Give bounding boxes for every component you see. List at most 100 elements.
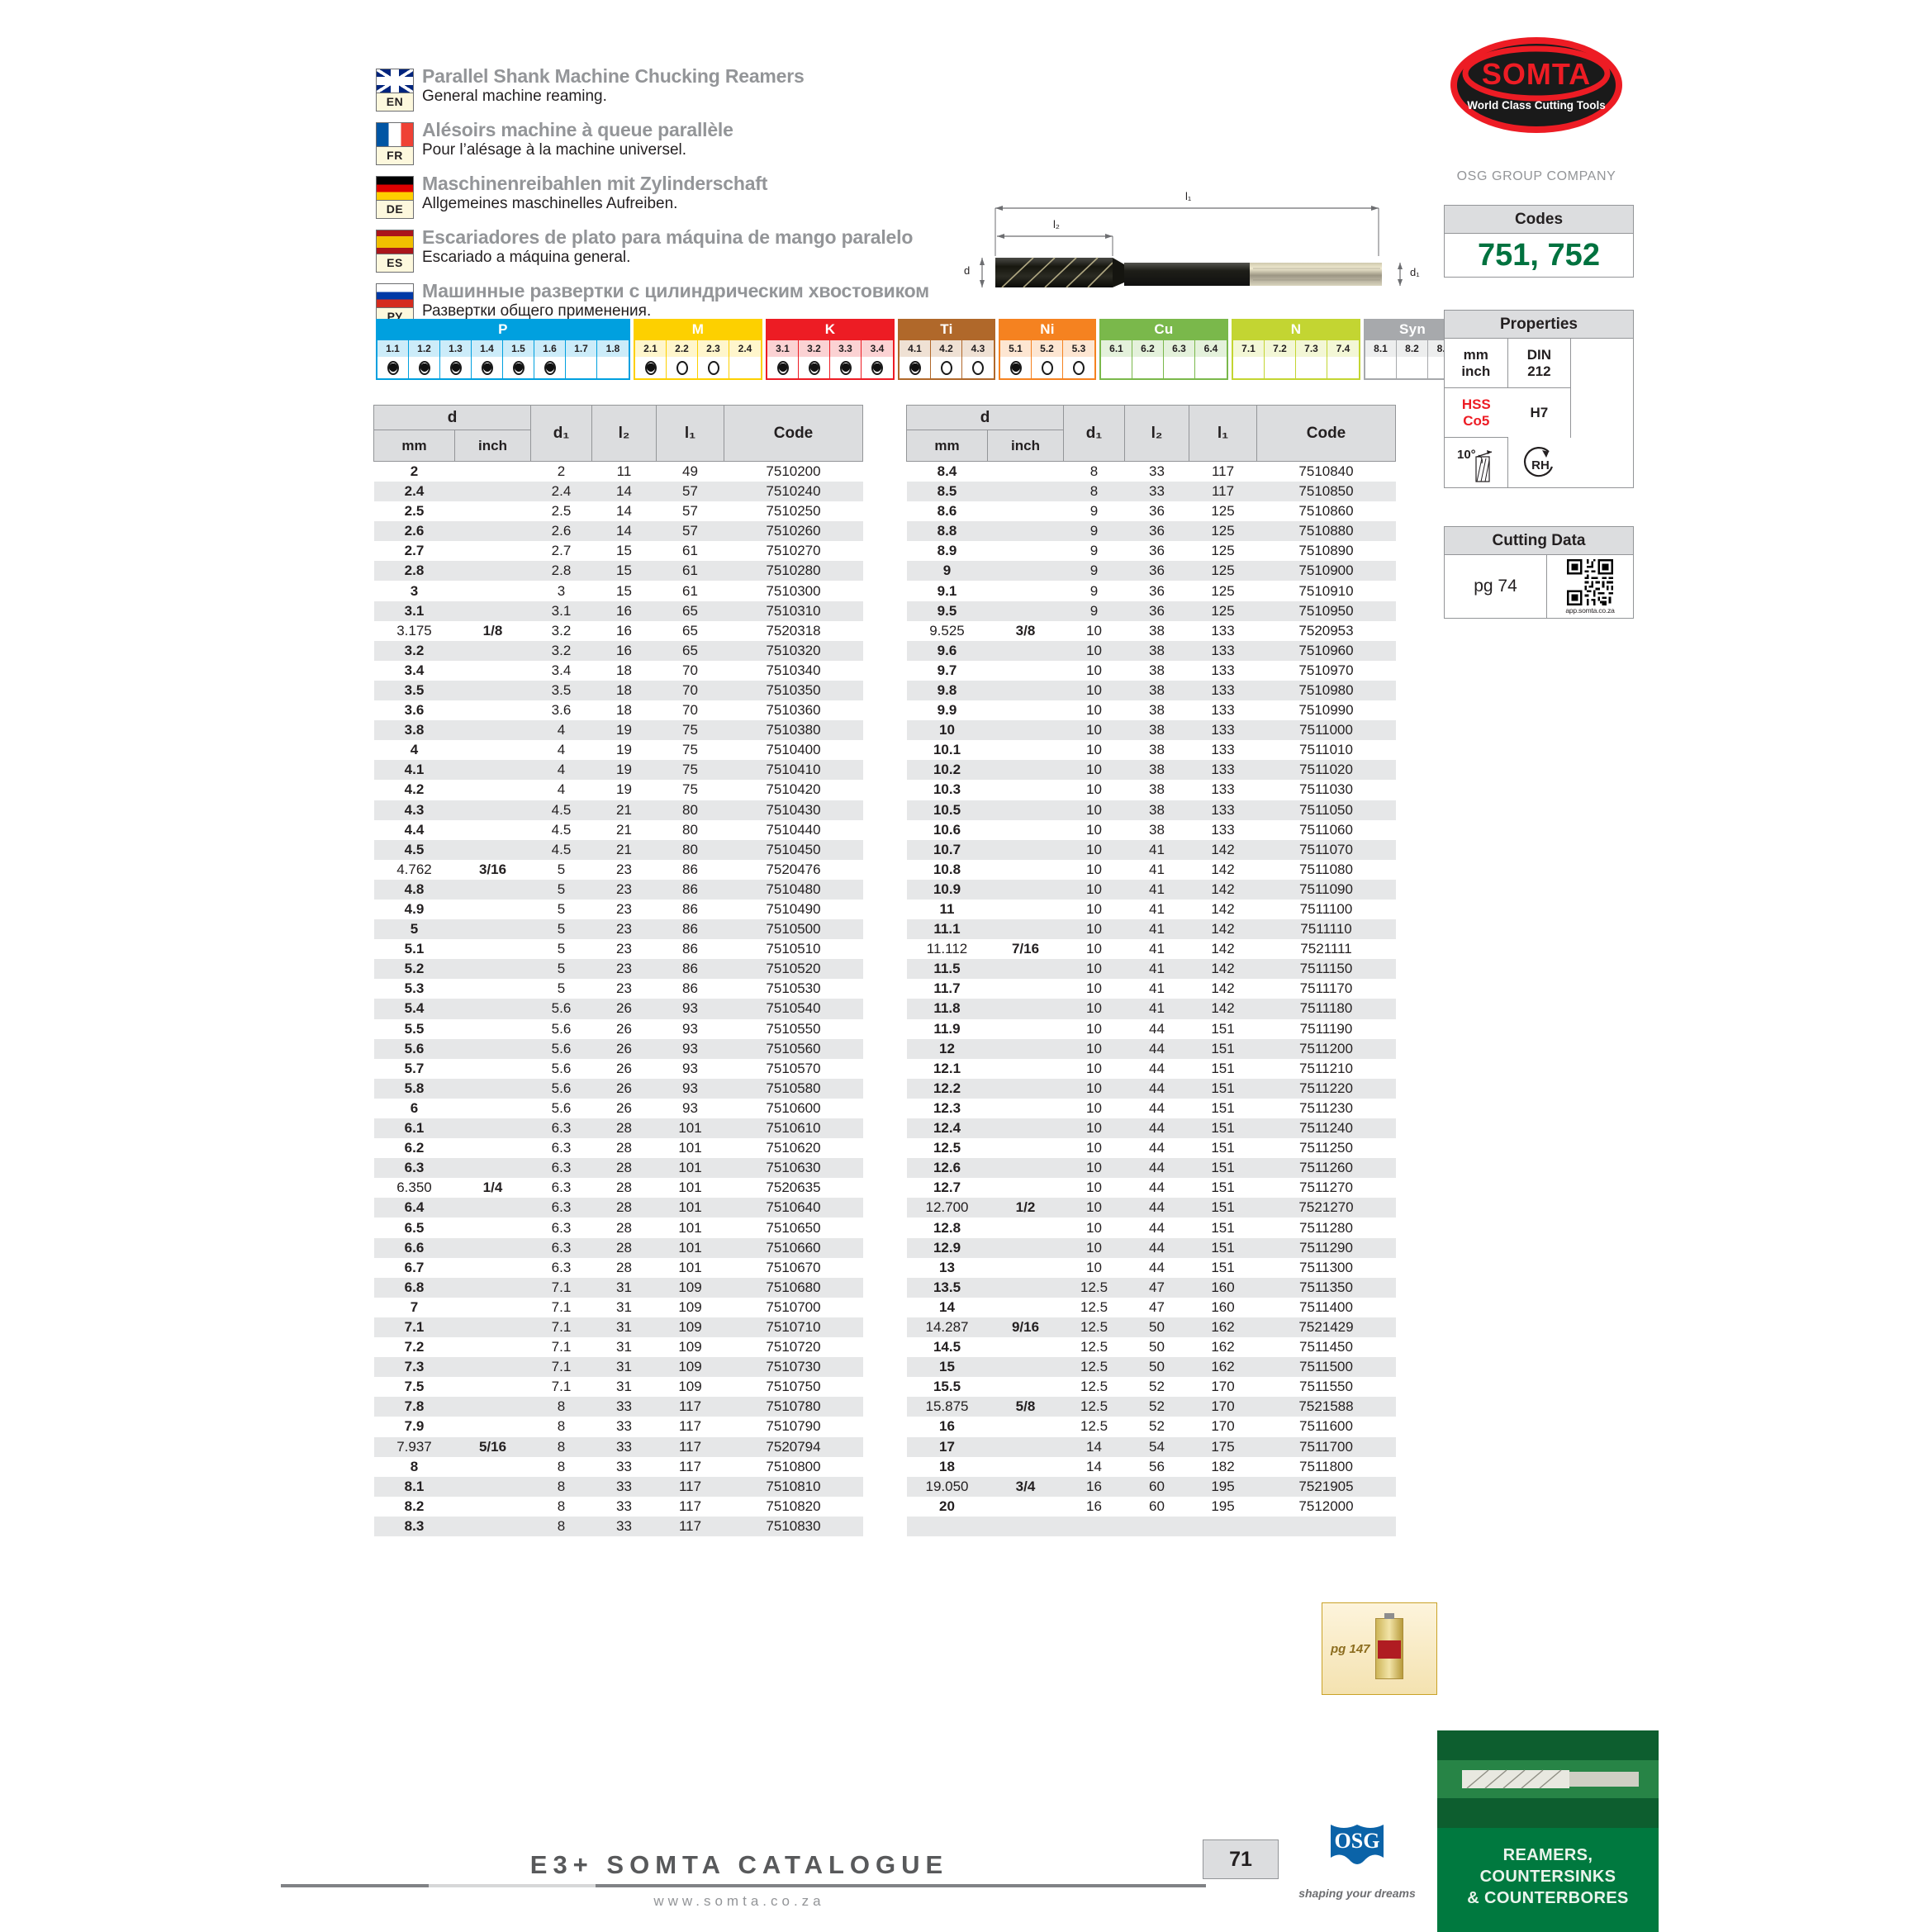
cell-code: 7520476 bbox=[766, 861, 821, 877]
table-row: 5.3 5 23 86 7510530 bbox=[374, 979, 863, 999]
cell-d-inch bbox=[455, 939, 531, 959]
cell-d-inch bbox=[987, 680, 1064, 701]
cell-l1: 101 bbox=[678, 1259, 702, 1275]
category-tab-label: REAMERS, COUNTERSINKS & COUNTERBORES bbox=[1437, 1844, 1659, 1909]
material-cell-3.3: 3.3 bbox=[830, 340, 862, 378]
material-cell-5.3: 5.3 bbox=[1063, 340, 1094, 378]
qr-code-block[interactable]: app.somta.co.za bbox=[1547, 555, 1633, 618]
material-cell-number: 2.4 bbox=[729, 340, 761, 357]
cell-d-mm: 4.3 bbox=[373, 800, 455, 820]
cell-d-mm: 6.3 bbox=[373, 1158, 455, 1179]
property-line1: HSS bbox=[1461, 396, 1491, 413]
cell-d-inch bbox=[454, 1317, 531, 1338]
filled-circle-icon bbox=[512, 360, 525, 375]
cell-l1: 142 bbox=[1189, 959, 1257, 980]
suitability-indicator bbox=[1032, 357, 1062, 378]
table-row: 12.700 1/2 10 44 151 7521270 bbox=[906, 1198, 1396, 1218]
table-row: 9.6 10 38 133 7510960 bbox=[906, 640, 1396, 661]
cell-l2: 38 bbox=[1124, 800, 1189, 820]
cell-d-inch bbox=[987, 1237, 1064, 1258]
cell-code: 7510730 bbox=[724, 1357, 863, 1378]
material-cell-7.1: 7.1 bbox=[1233, 340, 1265, 378]
cell-d-inch bbox=[455, 700, 531, 720]
property-text: H7 bbox=[1531, 405, 1549, 420]
cell-d-mm: 5 bbox=[373, 919, 455, 940]
table-row: 15.875 5/8 12.5 52 170 7521588 bbox=[906, 1397, 1396, 1417]
cell-d-mm: 12.7 bbox=[933, 1180, 961, 1196]
cell-l2: 28 bbox=[616, 1259, 632, 1275]
flag-wrap: EN bbox=[376, 66, 414, 112]
table-row: 4 4 19 75 7510400 bbox=[374, 740, 863, 760]
cell-l2: 28 bbox=[616, 1140, 632, 1156]
cell-d-inch bbox=[987, 482, 1064, 502]
suitability-indicator bbox=[1132, 357, 1163, 378]
cell-l2: 28 bbox=[591, 1237, 657, 1258]
no-rating-icon bbox=[1142, 361, 1154, 375]
properties-panel: Properties mm inch DIN 212 HSS Co5 H7 10° RH bbox=[1444, 310, 1634, 488]
cell-l1: 86 bbox=[656, 919, 724, 940]
cell-l2: 31 bbox=[616, 1339, 632, 1355]
cell-l2: 16 bbox=[591, 600, 657, 621]
cell-l2: 52 bbox=[1124, 1397, 1189, 1417]
cell-code: 7510880 bbox=[1256, 521, 1396, 542]
no-rating-icon bbox=[1174, 361, 1185, 375]
cell-d1: 5 bbox=[530, 879, 592, 900]
cell-d-mm: 6.2 bbox=[404, 1140, 425, 1156]
cell-l1: 160 bbox=[1189, 1277, 1257, 1298]
cell-l2: 36 bbox=[1149, 582, 1165, 599]
cell-l1: 133 bbox=[1211, 742, 1235, 758]
product-subtitle: Pour l’alésage à la machine universel. bbox=[422, 140, 687, 159]
cell-d1: 10 bbox=[1086, 980, 1102, 997]
cell-d-inch bbox=[454, 720, 531, 741]
logo-wordmark: SOMTA bbox=[1482, 57, 1591, 91]
table-row: 12.1 10 44 151 7511210 bbox=[907, 1059, 1396, 1079]
promo-page-ref[interactable]: pg 147 bbox=[1322, 1602, 1437, 1695]
header-l1: l₁ bbox=[1189, 405, 1257, 462]
cell-d1: 2.4 bbox=[530, 482, 592, 502]
cell-code: 7510810 bbox=[724, 1476, 863, 1497]
cell-d-mm: 7.1 bbox=[373, 1317, 455, 1338]
table-row: 7.3 7.1 31 109 7510730 bbox=[373, 1357, 863, 1378]
cell-l1: 142 bbox=[1211, 980, 1235, 997]
filled-circle-icon bbox=[449, 360, 462, 375]
cell-d-inch bbox=[987, 1357, 1064, 1378]
cell-d1: 10 bbox=[1063, 1038, 1125, 1059]
qr-caption: app.somta.co.za bbox=[1565, 605, 1615, 615]
material-cell-number: 3.1 bbox=[767, 340, 798, 357]
product-subtitle: Escariado a máquina general. bbox=[422, 248, 631, 266]
cell-d-inch bbox=[455, 541, 531, 561]
cell-d-inch bbox=[455, 1377, 531, 1397]
cell-d-inch bbox=[454, 1198, 531, 1218]
cell-code: 7510850 bbox=[1256, 482, 1396, 502]
cell-d-inch bbox=[455, 820, 531, 840]
cutting-data-page-ref[interactable]: pg 74 bbox=[1445, 555, 1547, 618]
cell-l2: 11 bbox=[616, 463, 632, 479]
cell-l2: 15 bbox=[616, 582, 632, 599]
cell-l2: 33 bbox=[616, 1498, 632, 1514]
product-title: Maschinenreibahlen mit Zylinderschaft bbox=[422, 173, 768, 194]
cell-d-mm: 11 bbox=[939, 901, 955, 918]
promo-page-label: pg 147 bbox=[1331, 1641, 1370, 1656]
cell-l1: 65 bbox=[656, 600, 724, 621]
table-row: 8.6 9 36 125 7510860 bbox=[907, 501, 1396, 521]
cell-d-inch bbox=[455, 661, 531, 681]
table-row: 12.5 10 44 151 7511250 bbox=[907, 1138, 1396, 1158]
cell-d-mm: 11.112 bbox=[926, 941, 968, 957]
cell-l2: 41 bbox=[1149, 941, 1165, 957]
material-cell-3.2: 3.2 bbox=[799, 340, 830, 378]
table-row: 6.3 6.3 28 101 7510630 bbox=[373, 1158, 863, 1179]
cell-l1: 86 bbox=[682, 861, 698, 877]
cell-l2: 18 bbox=[616, 702, 632, 719]
suitability-indicator bbox=[1327, 357, 1359, 378]
cell-l1: 117 bbox=[1211, 463, 1235, 479]
cell-d-inch bbox=[988, 1337, 1064, 1357]
cell-code: 7510580 bbox=[724, 1078, 863, 1099]
suitability-indicator bbox=[1101, 357, 1132, 378]
cell-d1: 10 bbox=[1086, 861, 1102, 877]
empty-circle-icon bbox=[940, 360, 952, 375]
table-row: 4.9 5 23 86 7510490 bbox=[374, 900, 863, 919]
cell-d-inch bbox=[988, 1059, 1064, 1079]
cell-l2: 33 bbox=[591, 1397, 657, 1417]
cell-code: 7510990 bbox=[1298, 702, 1354, 719]
table-row: 12.7 10 44 151 7511270 bbox=[907, 1178, 1396, 1198]
